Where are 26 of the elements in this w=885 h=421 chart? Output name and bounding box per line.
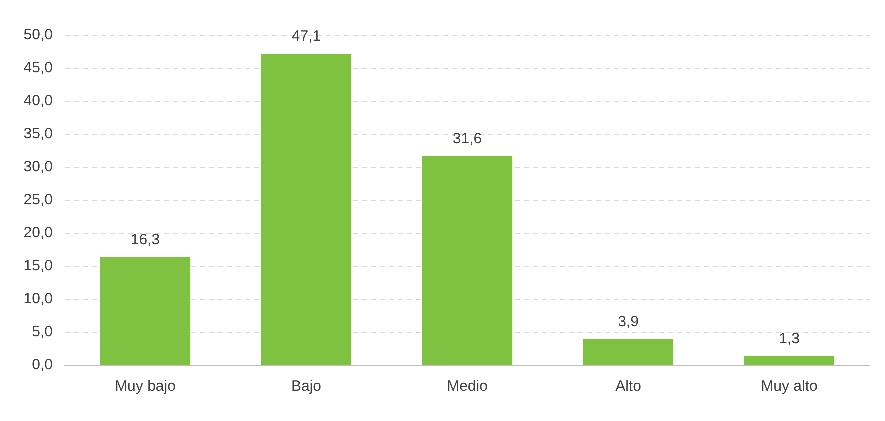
data-label: 16,3: [130, 231, 160, 248]
y-tick-label: 0,0: [32, 356, 53, 374]
data-label: 1,3: [779, 330, 800, 348]
y-tick-label: 10,0: [24, 290, 53, 308]
x-tick-label: Muy alto: [761, 378, 818, 395]
bar: [100, 257, 191, 365]
x-tick-label: Muy bajo: [115, 378, 176, 395]
y-tick-label: 5,0: [32, 324, 53, 340]
x-tick-label: Medio: [447, 378, 488, 395]
data-label: 31,6: [452, 130, 482, 148]
x-tick-label: Bajo: [291, 378, 322, 395]
bar: [261, 54, 352, 365]
y-tick-label: 40,0: [24, 92, 53, 110]
y-tick-label: 45,0: [24, 60, 53, 76]
x-tick-label: Alto: [616, 378, 642, 395]
y-tick-label: 50,0: [24, 26, 53, 44]
y-tick-label: 15,0: [24, 258, 53, 274]
bar: [422, 156, 513, 365]
y-tick-label: 30,0: [24, 158, 53, 176]
y-tick-label: 35,0: [24, 126, 53, 142]
data-label: 3,9: [618, 313, 639, 330]
y-tick-label: 20,0: [24, 224, 53, 242]
y-tick-label: 25,0: [24, 192, 53, 208]
bar: [744, 356, 835, 365]
bar: [583, 339, 674, 365]
data-label: 47,1: [292, 28, 322, 46]
